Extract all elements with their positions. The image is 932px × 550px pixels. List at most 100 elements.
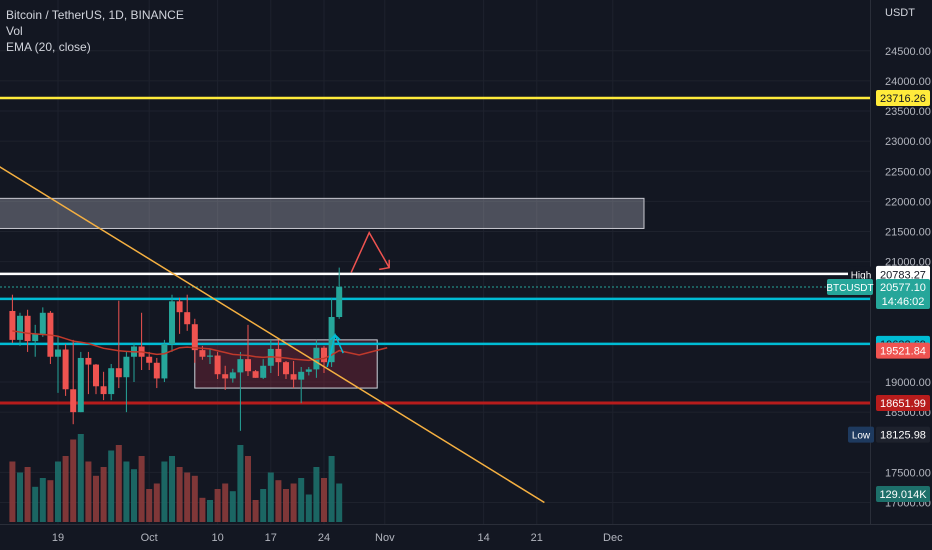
- volume-bar: [93, 475, 99, 522]
- price-label-low-bg: [876, 426, 930, 443]
- volume-indicator-title[interactable]: Vol: [6, 24, 23, 38]
- volume-bar: [131, 469, 137, 522]
- candle-body: [169, 301, 175, 345]
- projection-arrow-up: [350, 231, 390, 273]
- price-tick-label: 22500.00: [885, 166, 931, 178]
- last-price-label: 20577.10: [880, 282, 926, 294]
- candle-body: [100, 386, 107, 395]
- volume-bar: [184, 472, 191, 522]
- volume-bar: [313, 467, 320, 522]
- volume-bar: [9, 461, 16, 522]
- symbol-tag: BTCUSDT: [826, 283, 873, 294]
- ema-line: [12, 330, 388, 362]
- volume-bar: [321, 478, 327, 522]
- price-tick-label: 23500.00: [885, 106, 931, 118]
- volume-bar: [191, 475, 198, 522]
- price-tick-label: 17500.00: [885, 467, 931, 479]
- volume-bar: [115, 445, 122, 522]
- volume-bar: [24, 467, 31, 522]
- volume-bar: [283, 489, 289, 522]
- volume-bar: [222, 483, 229, 522]
- candle-body: [229, 372, 236, 379]
- symbol-title[interactable]: Bitcoin / TetherUS, 1D, BINANCE: [6, 8, 184, 22]
- price-axis-currency[interactable]: USDT: [885, 7, 915, 19]
- candle-body: [336, 286, 343, 317]
- time-tick-label: 17: [265, 532, 277, 544]
- price-tick-label: 21500.00: [885, 226, 931, 238]
- candle-body: [321, 347, 327, 363]
- candle-body: [24, 315, 31, 342]
- candle-body: [32, 333, 39, 342]
- volume-bar: [275, 480, 282, 522]
- price-tick-label: 24000.00: [885, 76, 931, 88]
- volume-bar: [123, 461, 130, 522]
- candle-body: [222, 374, 229, 379]
- volume-bar: [85, 461, 92, 522]
- candle-body: [298, 371, 305, 380]
- volume-bars: [9, 434, 343, 522]
- volume-bar: [336, 483, 343, 522]
- resistance-zone: [0, 197, 645, 229]
- chart-grid: [0, 0, 932, 525]
- price-label-ema-bg: [876, 342, 930, 359]
- price-label-high-bg: [876, 266, 930, 283]
- volume-bar: [298, 478, 305, 522]
- price-tick-label: 22000.00: [885, 196, 931, 208]
- volume-bar: [161, 461, 168, 522]
- chart-drawings[interactable]: [0, 96, 870, 405]
- candle-body: [207, 355, 213, 357]
- candle-body: [161, 344, 168, 379]
- time-tick-label: 10: [211, 532, 223, 544]
- volume-bar: [214, 489, 221, 522]
- candle-body: [305, 369, 312, 372]
- volume-bar: [176, 467, 183, 522]
- price-label-red: 18651.99: [880, 398, 926, 410]
- ema-indicator-title[interactable]: EMA (20, close): [6, 40, 91, 54]
- high-tag: High: [851, 271, 872, 282]
- price-label-red-bg: [876, 395, 930, 411]
- candle-body: [252, 371, 259, 378]
- candle-body: [93, 364, 99, 387]
- volume-bar: [229, 491, 236, 522]
- volume-bar: [245, 456, 251, 522]
- price-tick-label: 19000.00: [885, 377, 931, 389]
- volume-label: 129.014K: [879, 489, 927, 501]
- volume-bar: [138, 456, 145, 522]
- price-axis[interactable]: 24500.00 24000.00 23500.00 23000.00 22500.00…: [870, 0, 931, 524]
- time-tick-label: 24: [318, 532, 330, 544]
- symbol-tag-bg: [827, 279, 873, 296]
- volume-bar: [305, 494, 312, 522]
- time-axis[interactable]: 19 Oct 10 17 24 Nov 14 21 Dec: [52, 532, 623, 544]
- candlestick-series: [9, 267, 343, 431]
- candle-body: [9, 310, 16, 340]
- volume-bar: [267, 472, 274, 522]
- chart-legend: Bitcoin / TetherUS, 1D, BINANCE Vol EMA …: [6, 7, 184, 55]
- price-label-yellow-bg: [876, 90, 930, 106]
- candle-body: [62, 349, 69, 390]
- low-tag-bg: [848, 426, 874, 443]
- ema-curve: [12, 330, 388, 362]
- price-axis-labels: 23716.2620796.1620783.2720381.7019632.69…: [826, 90, 930, 502]
- candle-body: [70, 389, 77, 413]
- price-label-low: 18125.98: [880, 430, 926, 442]
- volume-bar: [252, 500, 259, 522]
- volume-bar: [153, 483, 160, 522]
- volume-bar: [17, 472, 23, 522]
- time-tick-label: 14: [477, 532, 489, 544]
- price-tick-label: 24500.00: [885, 46, 931, 58]
- trend-drawings[interactable]: [0, 165, 545, 504]
- candle-body: [260, 365, 267, 378]
- candle-body: [290, 374, 297, 380]
- candle-body: [115, 368, 122, 378]
- candle-body: [39, 312, 46, 334]
- high-tag-bg: [848, 266, 874, 283]
- trendline: [0, 166, 545, 504]
- volume-label-bg: [876, 486, 930, 502]
- volume-bar: [237, 445, 244, 522]
- volume-bar: [328, 456, 335, 522]
- candle-body: [191, 324, 198, 351]
- volume-bar: [169, 456, 175, 522]
- candle-body: [237, 359, 244, 373]
- low-tag: Low: [852, 431, 871, 442]
